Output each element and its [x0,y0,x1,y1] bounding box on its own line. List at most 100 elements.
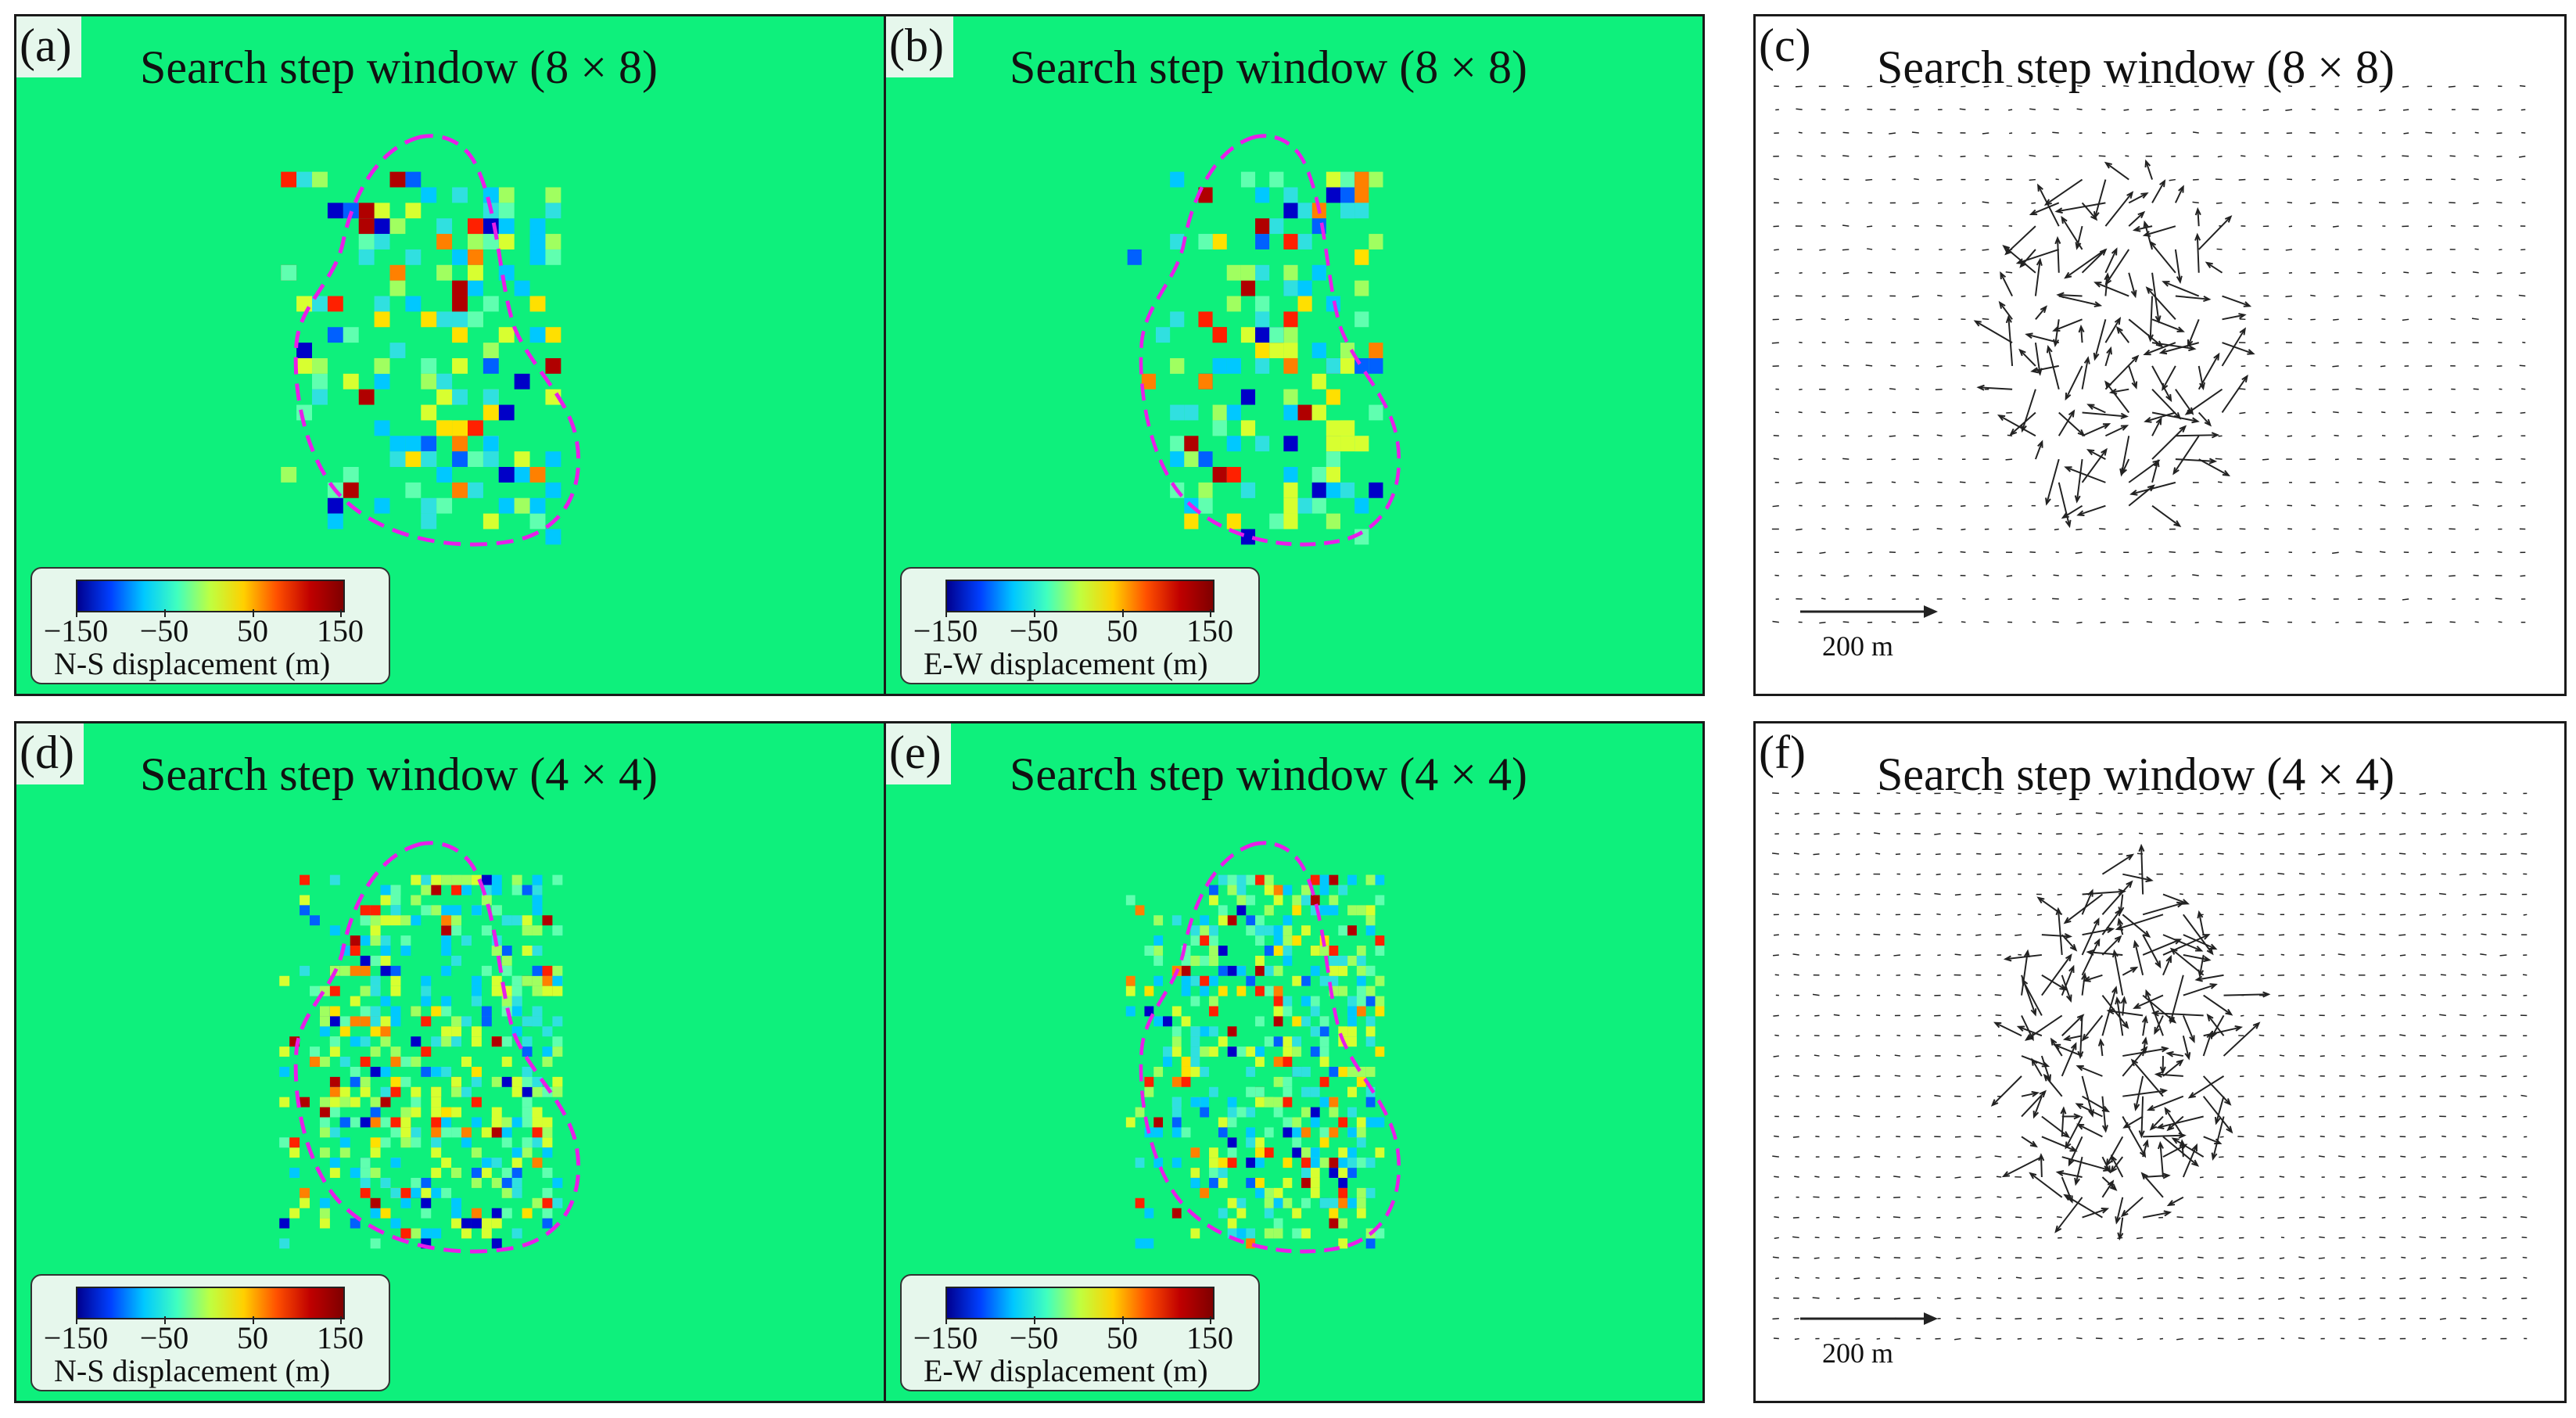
vector-arrowhead [2025,332,2033,339]
vector-arrowhead [2145,876,2154,883]
displacement-vector [1821,598,1826,600]
displacement-cell [327,203,343,219]
displacement-vector [2142,1038,2147,1057]
vector-arrowhead [1997,415,2006,422]
displacement-vector [2125,132,2129,135]
displacement-cell [451,1127,462,1138]
displacement-cell [360,1168,371,1178]
displacement-vector [2175,458,2215,462]
displacement-cell [1338,1187,1348,1198]
displacement-cell [431,874,442,885]
displacement-cell [411,1036,422,1047]
displacement-vector [2381,271,2386,275]
displacement-cell [1369,404,1383,421]
displacement-vector [1936,975,1941,977]
displacement-vector [2168,1196,2184,1206]
displacement-cell [1153,935,1164,946]
displacement-vector [2105,162,2129,181]
displacement-cell [1135,1158,1145,1169]
displacement-cell [279,1097,290,1107]
displacement-vector [2462,893,2467,896]
displacement-cell [1190,1066,1200,1077]
scale-bar: 200 m [1799,1303,1939,1373]
displacement-vector [2285,109,2293,112]
displacement-vector [2300,1176,2305,1178]
displacement-vector [2175,434,2218,437]
displacement-vector [2061,966,2075,996]
displacement-vector [2334,178,2339,181]
displacement-cell [1226,467,1241,483]
vector-arrowhead [2211,1152,2218,1161]
vector-arrowhead [2154,1026,2160,1036]
displacement-vector [1997,813,2002,815]
displacement-vector [2238,832,2244,835]
displacement-cell [370,1046,381,1057]
displacement-vector [1793,1075,1799,1077]
displacement-cell [522,1107,533,1118]
displacement-cell [1255,234,1270,249]
vector-arrowhead [2122,1122,2131,1129]
displacement-vector [2019,349,2036,367]
vector-arrowhead [1973,320,1982,327]
displacement-cell [327,497,343,514]
displacement-cell [390,1046,401,1057]
displacement-cell [511,1177,522,1188]
displacement-vector [2474,528,2479,530]
displacement-cell [370,1208,381,1219]
displacement-vector [2496,271,2502,275]
displacement-cell [436,420,453,436]
displacement-cell [1301,1228,1311,1239]
displacement-cell [522,885,533,896]
vector-arrowhead [2110,1165,2118,1174]
vector-arrowhead [2151,1010,2160,1017]
displacement-vector [1774,1197,1779,1199]
displacement-cell [498,218,515,235]
displacement-cell [360,1158,371,1169]
displacement-vector [2298,813,2305,815]
displacement-vector [2076,1103,2103,1118]
displacement-cell [1273,1006,1283,1017]
displacement-cell [1264,1187,1274,1198]
displacement-vector [1834,873,1840,876]
colorbar-tick-label: −150 [43,1320,109,1355]
displacement-vector [2441,813,2446,815]
displacement-cell [300,874,310,885]
displacement-cell [532,985,543,996]
displacement-cell [522,925,533,936]
displacement-cell [1190,1147,1200,1158]
displacement-cell [360,935,371,946]
displacement-cell [431,905,442,916]
displacement-cell [532,1006,543,1017]
vector-arrowhead [2173,520,2182,528]
displacement-cell [1264,1197,1274,1208]
displacement-vector [1855,1176,1860,1178]
displacement-vector [1982,551,1989,553]
displacement-cell [370,1006,381,1017]
displacement-cell [1246,1127,1256,1138]
displacement-vector [2151,418,2162,436]
displacement-vector [2501,1237,2507,1239]
displacement-vector [1853,1277,1860,1280]
displacement-cell [390,1127,401,1138]
displacement-vector [2332,365,2339,368]
displacement-cell [1369,234,1383,249]
displacement-cell [343,467,359,483]
displacement-cell [1347,1086,1357,1097]
displacement-vector [1934,833,1941,835]
displacement-cell [1356,1117,1366,1128]
displacement-cell [400,1197,411,1208]
displacement-cell [1240,171,1256,188]
displacement-vector [1994,914,2002,917]
displacement-cell [522,1036,533,1047]
vector-arrowhead [2064,466,2072,472]
displacement-vector [2133,941,2144,976]
displacement-vector [2082,411,2127,418]
displacement-vector [2017,832,2022,835]
displacement-cell [1209,885,1218,896]
colorbar-tick-label: 150 [1186,613,1233,648]
displacement-vector [2197,1256,2204,1259]
displacement-vector [2219,1237,2224,1240]
displacement-cell [329,985,340,996]
displacement-cell [329,1046,340,1057]
displacement-vector [2101,1096,2107,1132]
